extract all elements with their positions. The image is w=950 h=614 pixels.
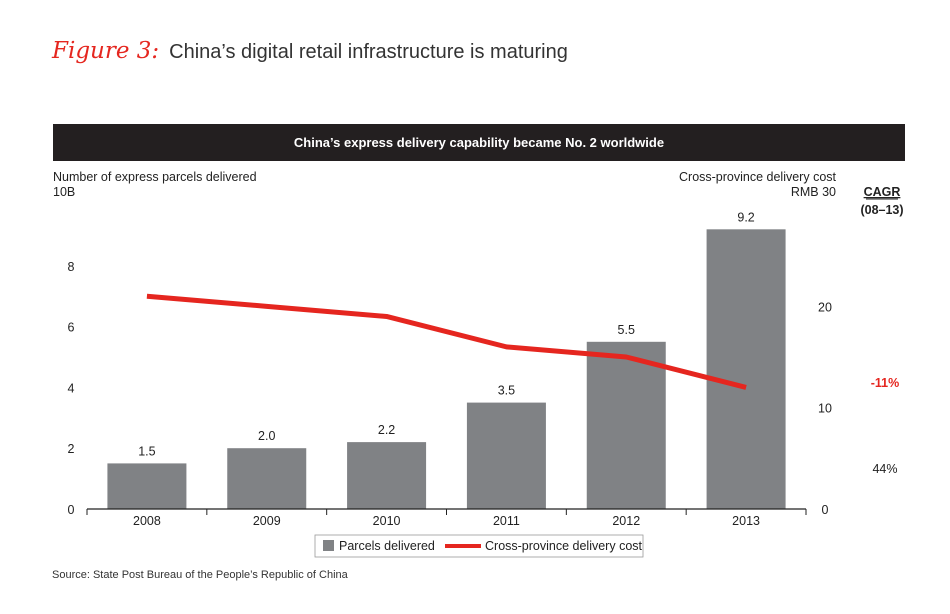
figure-heading: Figure 3: China’s digital retail infrast…: [52, 38, 568, 70]
bar-value-label: 9.2: [737, 210, 754, 224]
left-tick-label: 4: [68, 381, 75, 395]
x-tick-label: 2008: [133, 514, 161, 528]
figure-label: Figure 3:: [52, 38, 160, 64]
left-tick-label: 6: [68, 321, 75, 335]
right-tick-label: 10: [818, 402, 832, 416]
bar-value-label: 3.5: [498, 384, 515, 398]
right-tick-label: 20: [818, 300, 832, 314]
left-axis-label: Number of express parcels delivered: [53, 170, 257, 184]
left-axis-unit: 10B: [53, 185, 75, 199]
cagr-parcels-value: 44%: [872, 462, 897, 476]
left-tick-label: 2: [68, 442, 75, 456]
legend-swatch-parcels: [323, 540, 334, 551]
bar-parcels-2012: [586, 341, 666, 509]
bar-parcels-2011: [466, 402, 546, 509]
bar-parcels-2009: [227, 448, 307, 509]
x-tick-label: 2009: [253, 514, 281, 528]
bar-value-label: 2.2: [378, 423, 395, 437]
right-tick-label: 0: [822, 503, 829, 517]
bar-parcels-2013: [706, 229, 786, 509]
line-delivery-cost: [146, 293, 747, 390]
chart-title-banner: China’s express delivery capability beca…: [53, 124, 905, 161]
source-note: Source: State Post Bureau of the People’…: [52, 569, 348, 581]
cagr-cost-value: -11%: [871, 376, 900, 390]
bar-value-label: 2.0: [258, 429, 275, 443]
bar-parcels-2010: [347, 442, 427, 509]
right-axis-unit: RMB 30: [791, 185, 836, 199]
x-tick-label: 2010: [373, 514, 401, 528]
chart-title: China’s express delivery capability beca…: [293, 135, 665, 150]
x-tick-label: 2011: [493, 514, 520, 528]
left-tick-label: 8: [68, 260, 75, 274]
right-axis-label: Cross-province delivery cost: [679, 170, 837, 184]
bar-parcels-2008: [107, 463, 187, 509]
figure-title: China’s digital retail infrastructure is…: [169, 41, 568, 63]
x-tick-label: 2012: [612, 514, 640, 528]
x-tick-label: 2013: [732, 514, 760, 528]
left-tick-label: 0: [68, 503, 75, 517]
legend-label-parcels: Parcels delivered: [339, 539, 435, 553]
bar-value-label: 1.5: [138, 444, 155, 458]
cagr-period: (08–13): [860, 203, 903, 217]
legend-label-cost: Cross-province delivery cost: [485, 539, 643, 553]
cagr-header: CAGR: [864, 185, 901, 199]
legend-swatch-cost: [445, 544, 481, 548]
bar-value-label: 5.5: [618, 323, 635, 337]
